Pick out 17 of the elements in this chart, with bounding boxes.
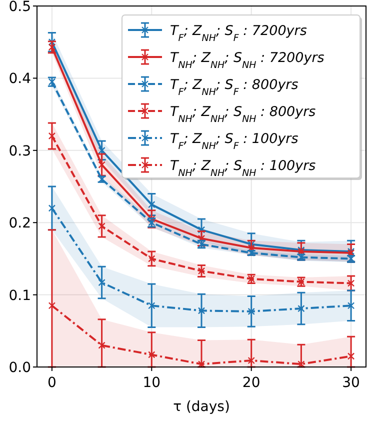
y-tick-label: 0.3 xyxy=(8,143,31,160)
legend-label: T$_{F}$; Z$_{NH}$; S$_{F}$ : 800yrs xyxy=(170,77,298,98)
x-tick-label: 10 xyxy=(142,375,161,391)
y-tick-label: 0.5 xyxy=(8,0,31,15)
x-axis-title: τ (days) xyxy=(173,399,230,415)
legend-label: T$_{F}$; Z$_{NH}$; S$_{F}$ : 100yrs xyxy=(170,131,298,152)
legend-label: T$_{F}$; Z$_{NH}$; S$_{F}$ : 7200yrs xyxy=(170,23,307,44)
y-tick-label: 0.2 xyxy=(8,216,31,232)
y-tick-label: 0.0 xyxy=(8,360,31,376)
legend-label: T$_{NH}$; Z$_{NH}$; S$_{NH}$ : 100yrs xyxy=(170,158,316,178)
y-tick-label: 0.4 xyxy=(8,71,32,88)
y-tick-label: 0.1 xyxy=(8,288,31,304)
x-tick-label: 0 xyxy=(47,375,56,391)
x-tick-label: 20 xyxy=(242,375,260,391)
legend-label: T$_{NH}$; Z$_{NH}$; S$_{NH}$ : 800yrs xyxy=(170,104,316,124)
legend-label: T$_{NH}$; Z$_{NH}$; S$_{NH}$ : 7200yrs xyxy=(170,50,324,70)
x-tick-label: 30 xyxy=(342,375,360,391)
